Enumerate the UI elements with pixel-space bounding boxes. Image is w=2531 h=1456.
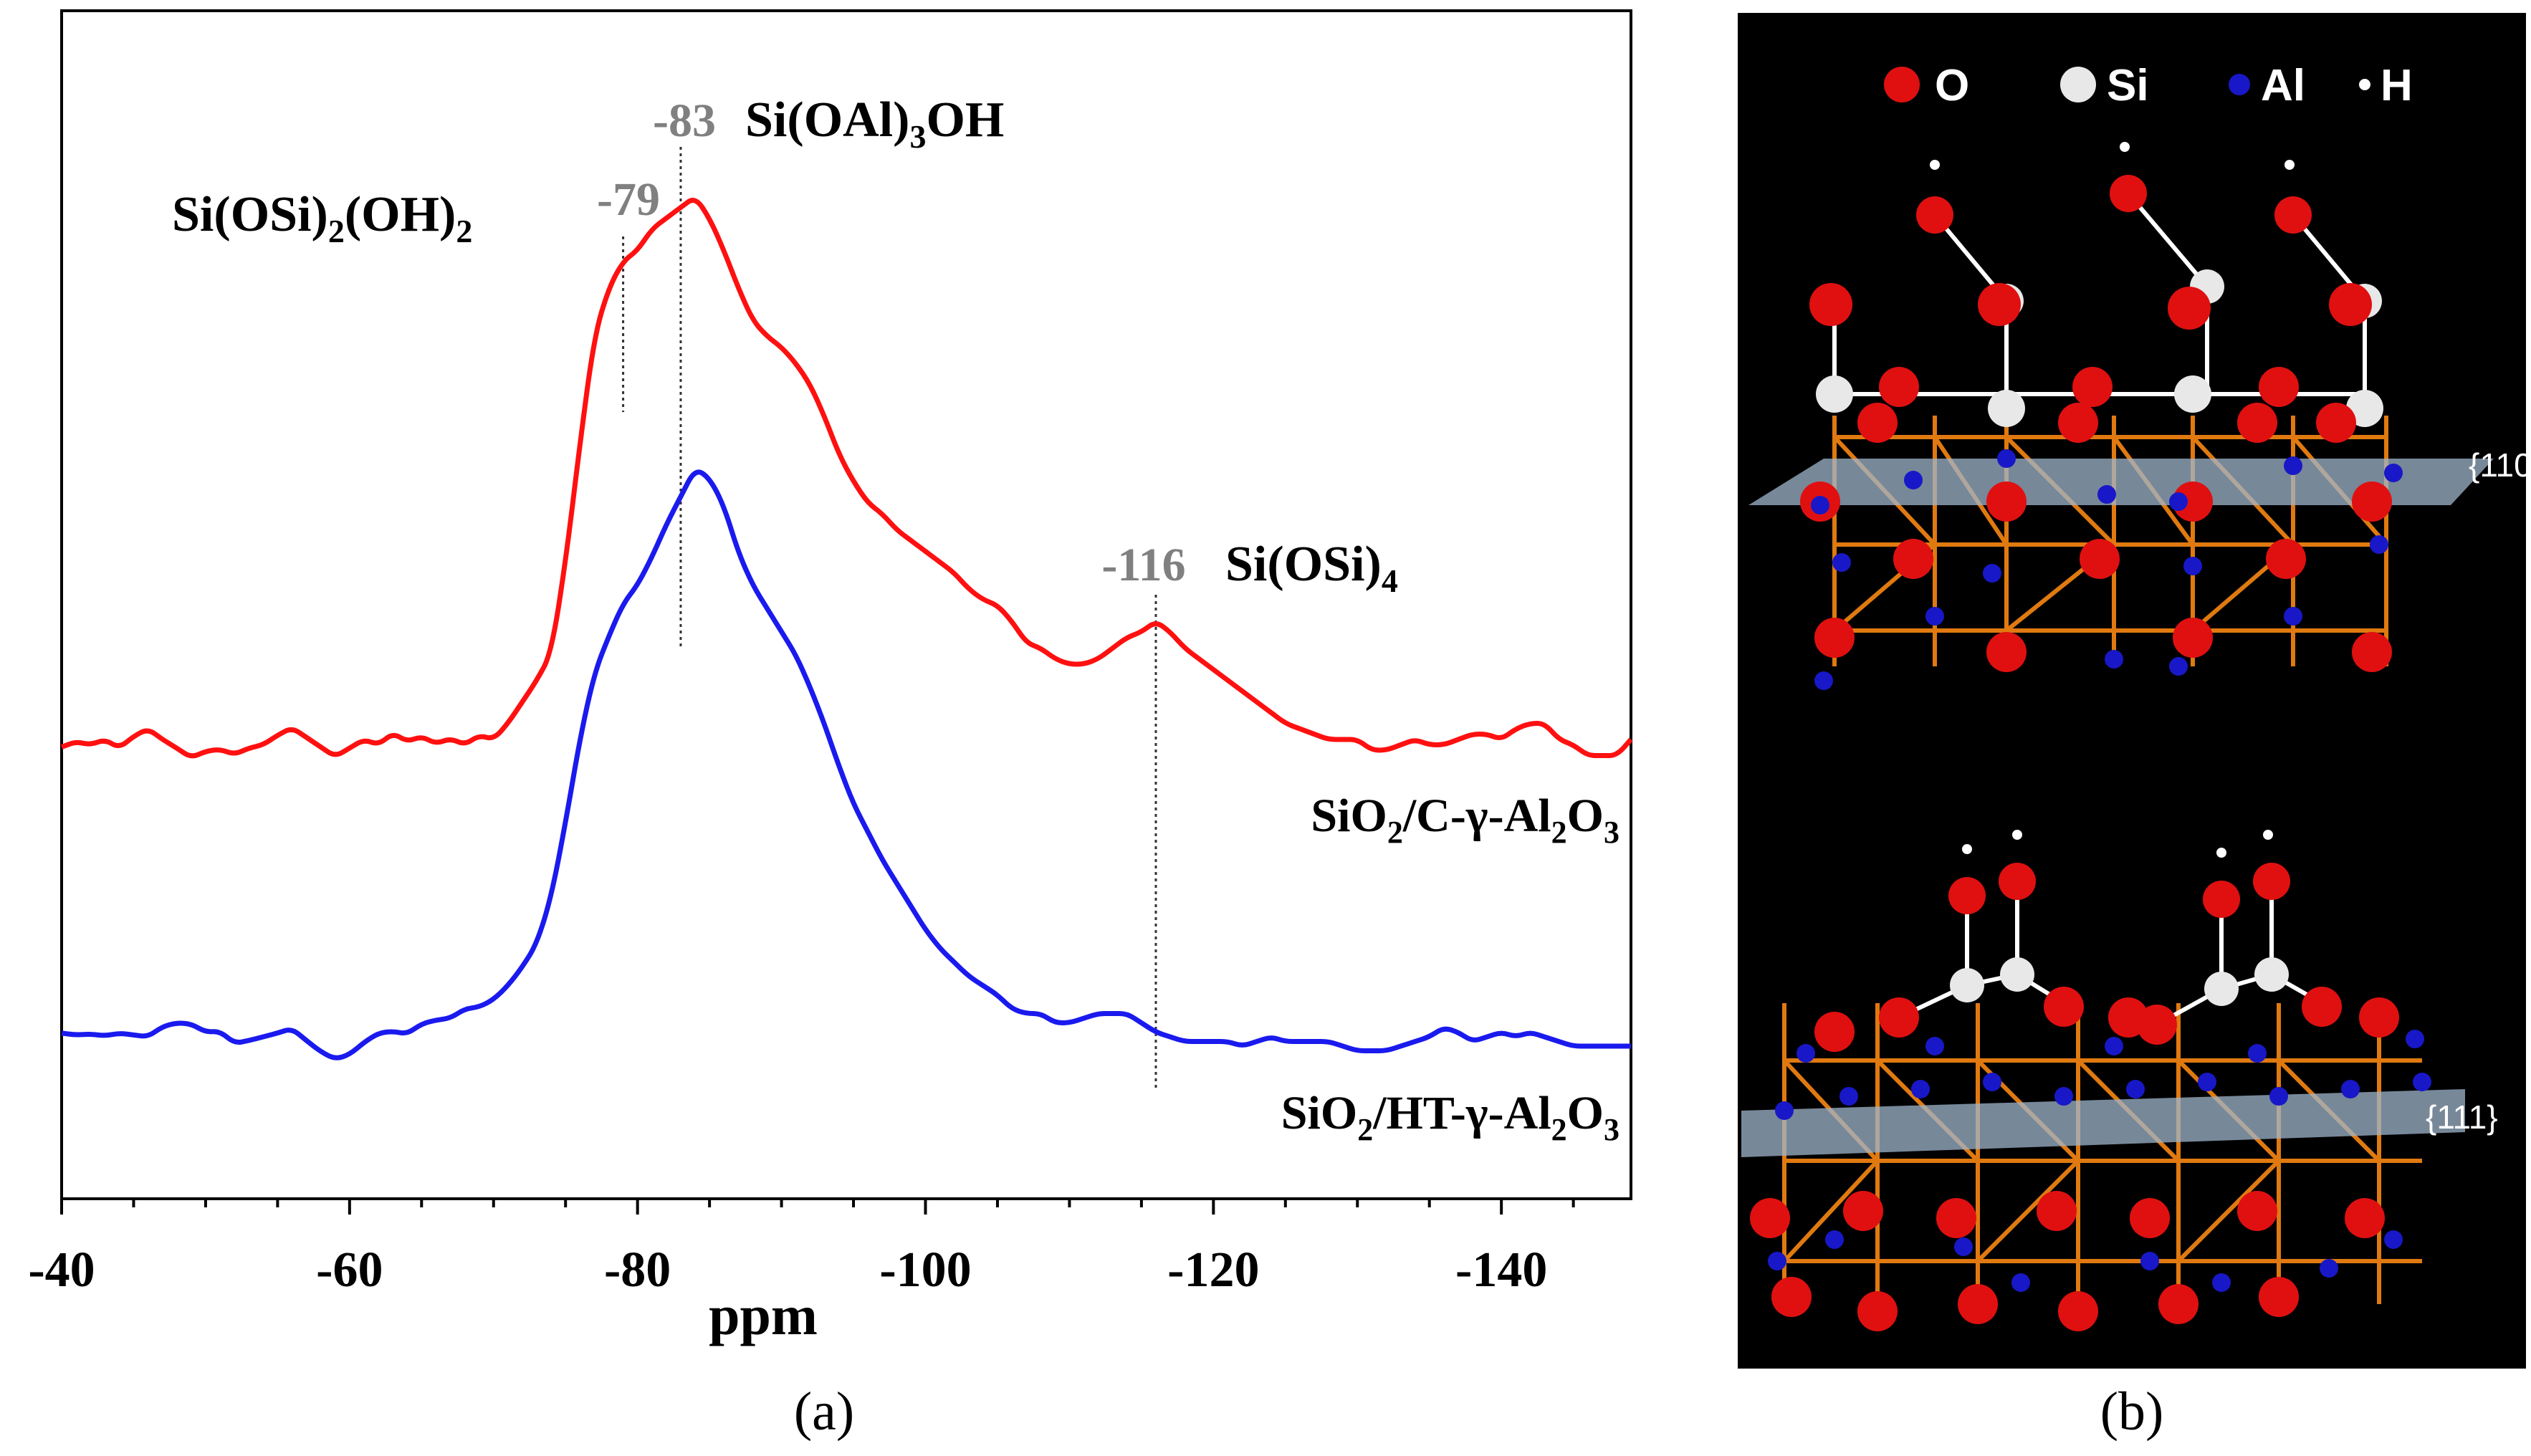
panel-b-crystal-models: O Si Al H [1738, 13, 2531, 1442]
legend-al-swatch [2229, 74, 2250, 95]
model-background [1738, 13, 2526, 1369]
legend-al-label: Al [2261, 61, 2305, 110]
legend-o-label: O [1935, 61, 1969, 110]
x-tick-label: -100 [879, 1242, 971, 1298]
x-tick-label: -40 [28, 1242, 95, 1298]
legend-h-swatch [2359, 79, 2370, 90]
peak-79-value: -79 [597, 173, 660, 226]
legend-si-swatch [2060, 67, 2096, 102]
x-tick-label: -80 [604, 1242, 671, 1298]
x-axis-ticks: -40 -60 -80 -100 -120 -140 [28, 1199, 1575, 1298]
model-110-atoms [1800, 142, 2403, 690]
peak-116-name: Si(OSi)4 [1225, 537, 1398, 599]
x-tick-label: -120 [1167, 1242, 1259, 1298]
caption-a: (a) [794, 1381, 854, 1442]
series-lines [60, 198, 1633, 1060]
series-line-blue [61, 469, 1631, 1060]
model-110: {110} [1748, 142, 2531, 690]
peak-83-name: Si(OAl)3OH [745, 92, 1004, 155]
peak-marker-lines [622, 147, 1157, 1091]
x-tick-label: -60 [316, 1242, 383, 1298]
model-111-bonds [1782, 1003, 2422, 1304]
peak-116-value: -116 [1101, 539, 1185, 591]
series-label-red: SiO2/C-γ-Al2O3 [1311, 790, 1619, 850]
series-line-red [60, 198, 1633, 759]
series-label-blue: SiO2/HT-γ-Al2O3 [1281, 1087, 1619, 1147]
panel-a-nmr-chart: -40 -60 -80 -100 -120 -140 ppm -83 Si(OAl)3OH… [28, 9, 1633, 1442]
caption-b: (b) [2100, 1381, 2164, 1442]
legend-si-label: Si [2107, 61, 2149, 110]
model-111: {111} [1741, 830, 2498, 1331]
plot-frame [60, 9, 1632, 1200]
plane-111 [1741, 1089, 2465, 1157]
model-111-atoms [1750, 830, 2431, 1331]
plane-111-label: {111} [2426, 1098, 2498, 1136]
peak-79-name: Si(OSi)2(OH)2 [172, 187, 472, 249]
x-tick-label: -140 [1455, 1242, 1547, 1298]
x-axis-label: ppm [709, 1284, 818, 1346]
atom-legend: O Si Al H [1884, 61, 2413, 110]
legend-h-label: H [2381, 61, 2413, 110]
plane-110-label: {110} [2469, 446, 2531, 484]
peak-83-value: -83 [653, 95, 716, 147]
legend-o-swatch [1884, 67, 1920, 102]
plane-110 [1748, 459, 2494, 505]
